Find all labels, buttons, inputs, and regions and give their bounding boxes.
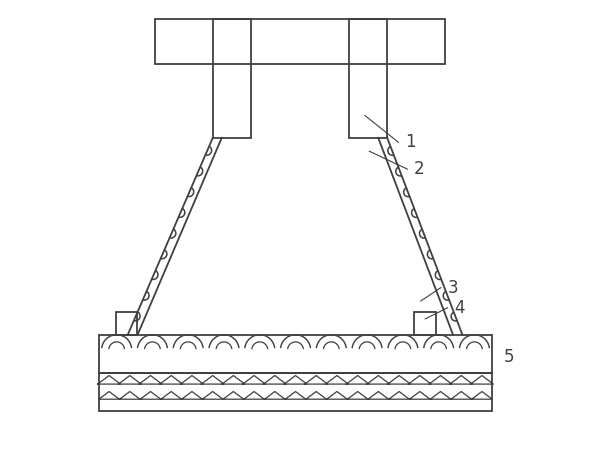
Bar	[349, 19, 387, 138]
Bar	[213, 19, 251, 138]
Text: 4: 4	[454, 299, 465, 317]
Text: 1: 1	[405, 133, 416, 151]
Bar	[414, 312, 436, 334]
Text: 3: 3	[448, 279, 458, 297]
Bar	[99, 373, 493, 410]
Bar	[99, 334, 493, 373]
Text: 2: 2	[414, 160, 425, 178]
Bar	[116, 312, 137, 334]
Text: 5: 5	[503, 348, 514, 366]
Bar	[155, 19, 445, 64]
